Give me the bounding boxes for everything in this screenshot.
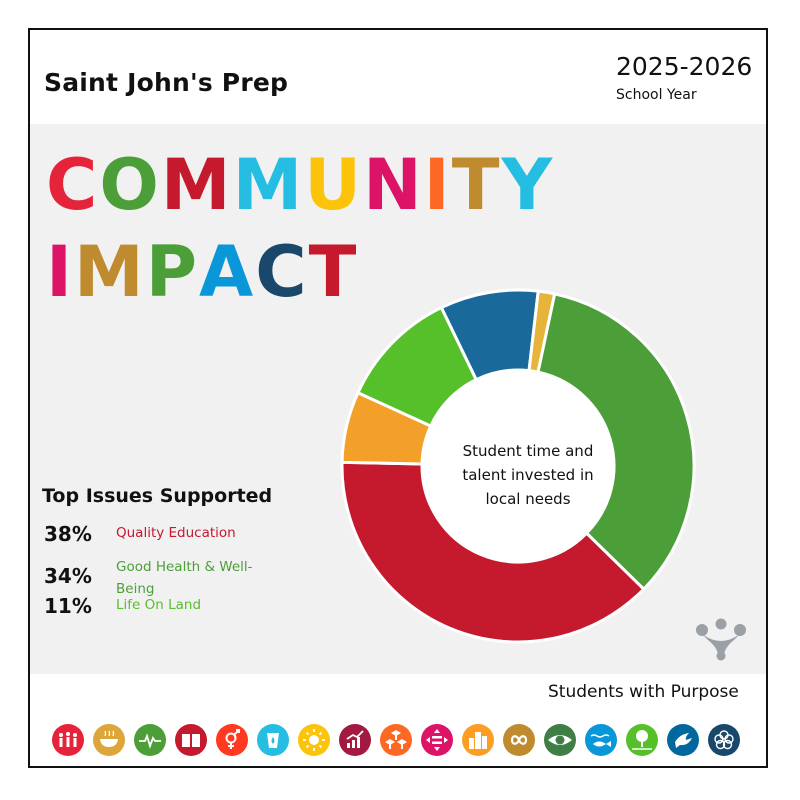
- infographic-card: Saint John's Prep 2025-2026 School Year …: [28, 28, 768, 768]
- issue-name: Quality Education: [116, 525, 236, 541]
- growth-chart-icon: [339, 724, 371, 756]
- title-community-letter: M: [160, 144, 233, 226]
- issue-percent: 34%: [44, 564, 92, 588]
- content-panel: COMMUNITY IMPACT Student time and talent…: [30, 124, 766, 674]
- title-impact-letter: T: [308, 231, 359, 313]
- title-impact-letter: M: [74, 231, 146, 313]
- top-issues-title: Top Issues Supported: [42, 485, 273, 507]
- fish-icon: [585, 724, 617, 756]
- title-community-letter: N: [363, 144, 424, 226]
- tree-icon: [626, 724, 658, 756]
- issue-percent: 11%: [44, 594, 92, 618]
- title-community-letter: Y: [501, 144, 555, 226]
- title-community-letter: O: [99, 144, 161, 226]
- eye-globe-icon: [544, 724, 576, 756]
- title-community: COMMUNITY: [46, 150, 554, 220]
- dove-icon: [667, 724, 699, 756]
- center-text-line-1: Student time and: [462, 442, 594, 460]
- title-community-letter: U: [304, 144, 364, 226]
- title-community-letter: C: [46, 144, 100, 226]
- sun-icon: [298, 724, 330, 756]
- title-community-letter: M: [232, 144, 305, 226]
- donut-center-text: Student time and talent invested in loca…: [428, 439, 628, 511]
- bowl-icon: [93, 724, 125, 756]
- title-community-letter: T: [451, 144, 502, 226]
- title-impact-letter: P: [145, 231, 200, 313]
- footer-tagline: Students with Purpose: [548, 682, 739, 702]
- title-impact: IMPACT: [46, 237, 358, 307]
- title-impact-letter: A: [199, 231, 256, 313]
- issue-name: Life On Land: [116, 597, 202, 613]
- donut-hole: [422, 370, 614, 562]
- issue-percent: 38%: [44, 522, 92, 546]
- impact-donut-chart: [340, 288, 696, 644]
- equality-icon: [421, 724, 453, 756]
- title-impact-letter: C: [255, 231, 309, 313]
- book-icon: [175, 724, 207, 756]
- school-year-label: School Year: [616, 87, 697, 103]
- infinity-icon: [503, 724, 535, 756]
- school-year: 2025-2026: [616, 52, 753, 81]
- heartbeat-icon: [134, 724, 166, 756]
- wheel-icon: [708, 724, 740, 756]
- cubes-icon: [380, 724, 412, 756]
- people-icon: [52, 724, 84, 756]
- school-name: Saint John's Prep: [44, 68, 289, 97]
- title-impact-letter: I: [46, 231, 75, 313]
- issue-name: Good Health & Well-Being: [116, 559, 253, 597]
- city-icon: [462, 724, 494, 756]
- water-icon: [257, 724, 289, 756]
- title-community-letter: I: [423, 144, 452, 226]
- gender-icon: [216, 724, 248, 756]
- brand-logo-icon: [696, 618, 746, 661]
- center-text-line-3: local needs: [485, 490, 571, 508]
- center-text-line-2: talent invested in: [462, 466, 594, 484]
